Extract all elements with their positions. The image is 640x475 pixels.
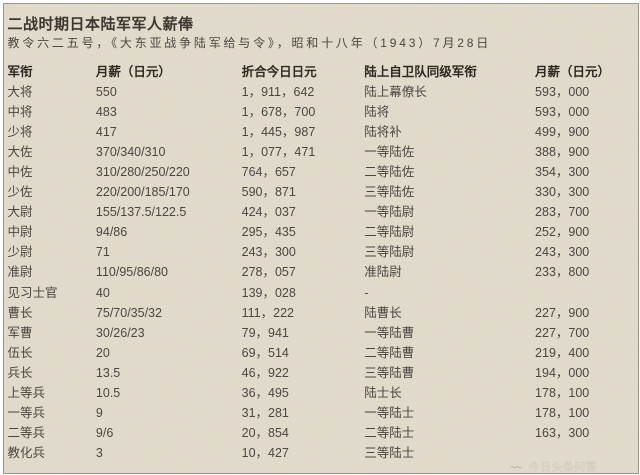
- svg-text:今日头条问答: 今日头条问答: [529, 459, 597, 473]
